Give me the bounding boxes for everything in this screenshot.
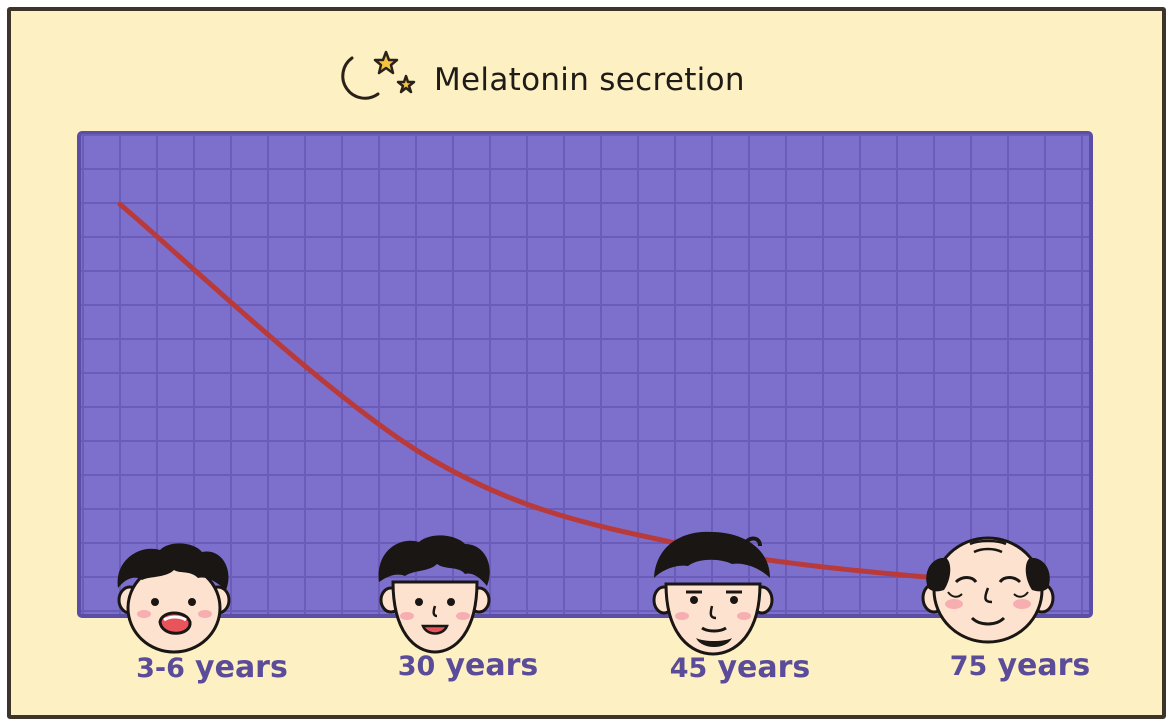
- middle-aged-face-icon: [652, 531, 774, 656]
- elderly-face-icon: [921, 536, 1055, 644]
- x-tick-label-unit: years: [717, 650, 811, 685]
- grid-lines: [81, 134, 1089, 614]
- moon-and-stars-icon: [341, 50, 416, 100]
- x-tick-label-number: 75: [949, 651, 988, 682]
- x-tick-label: 75 years: [950, 648, 1091, 683]
- x-tick-label-unit: years: [997, 648, 1091, 683]
- child-face-icon: [117, 543, 231, 654]
- plot-area: [77, 131, 1093, 618]
- young-adult-face-icon: [378, 535, 491, 654]
- series-line: [117, 201, 1015, 588]
- title-text: Melatonin secretion: [434, 62, 745, 98]
- x-tick-label: 45 years: [670, 650, 811, 685]
- x-tick-label: 3-6 years: [136, 650, 288, 685]
- x-tick-label-unit: years: [445, 648, 539, 683]
- x-tick-label: 30 years: [398, 648, 539, 683]
- x-tick-label-unit: years: [195, 650, 288, 685]
- x-tick-label-number: 30: [397, 651, 436, 682]
- x-tick-label-number: 45: [669, 653, 708, 684]
- chart-title: Melatonin secretion: [330, 50, 745, 110]
- x-tick-label-number: 3-6: [136, 653, 185, 684]
